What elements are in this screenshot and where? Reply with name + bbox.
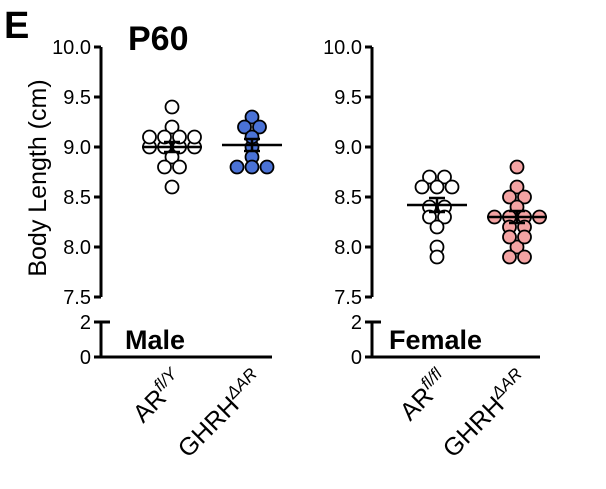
data-point xyxy=(502,249,517,265)
category-label: GHRHΔAR xyxy=(171,364,270,463)
data-point xyxy=(422,209,437,225)
y-tick-label: 9.0 xyxy=(63,137,91,159)
data-point xyxy=(429,249,445,265)
data-point xyxy=(414,179,430,195)
y-tick-label: 2 xyxy=(80,312,91,334)
data-point xyxy=(444,179,460,195)
data-point xyxy=(229,159,245,175)
data-point xyxy=(164,119,180,135)
data-point xyxy=(172,159,187,175)
y-axis-label: Body Length (cm) xyxy=(24,79,52,276)
data-point xyxy=(429,179,445,195)
chart-title: P60 xyxy=(128,20,189,58)
category-label: ARfl/fl xyxy=(392,363,455,426)
data-point xyxy=(187,129,202,145)
group-label-male: Male xyxy=(125,325,185,355)
data-point xyxy=(509,239,525,255)
y-tick-label: 7.5 xyxy=(334,287,362,309)
y-tick-label: 8.5 xyxy=(334,187,362,209)
data-point xyxy=(502,229,517,245)
data-point xyxy=(517,229,532,245)
y-tick-label: 9.5 xyxy=(63,87,91,109)
data-point xyxy=(422,169,437,185)
data-point xyxy=(502,189,517,205)
data-point xyxy=(244,109,260,125)
y-tick-label: 10.0 xyxy=(323,37,362,59)
data-point xyxy=(164,99,180,115)
y-tick-label: 8.0 xyxy=(63,237,91,259)
data-point xyxy=(142,129,157,145)
y-tick-label: 2 xyxy=(351,312,362,334)
category-label-base: GHRH xyxy=(438,391,510,463)
data-point xyxy=(509,179,525,195)
data-point xyxy=(244,159,260,175)
y-tick-label: 8.0 xyxy=(334,237,362,259)
data-point xyxy=(429,219,445,235)
y-tick-label: 0 xyxy=(80,347,91,369)
data-point xyxy=(517,189,532,205)
y-tick-label: 9.0 xyxy=(334,137,362,159)
category-label: ARfl/Y xyxy=(125,363,190,428)
data-point xyxy=(157,129,172,145)
data-point xyxy=(437,169,452,185)
panel-letter: E xyxy=(4,5,29,47)
data-point xyxy=(252,119,267,135)
category-label: GHRHΔAR xyxy=(436,364,535,463)
data-marks xyxy=(142,99,547,265)
data-point xyxy=(237,119,252,135)
category-label-base: GHRH xyxy=(173,391,245,463)
y-tick-label: 9.5 xyxy=(334,87,362,109)
data-point xyxy=(509,159,525,175)
data-point xyxy=(157,159,172,175)
data-point xyxy=(164,179,180,195)
y-tick-label: 10.0 xyxy=(52,37,91,59)
data-point xyxy=(259,159,275,175)
data-point xyxy=(517,249,532,265)
y-tick-label: 0 xyxy=(351,347,362,369)
y-tick-label: 8.5 xyxy=(63,187,91,209)
y-tick-label: 7.5 xyxy=(63,287,91,309)
group-label-female: Female xyxy=(389,325,482,355)
data-point xyxy=(437,209,452,225)
axes: 7.5 8.0 8.5 9.0 9.5 10.0 0 2 7.5 8.0 8.5 9.0 9.5 10.0… xyxy=(52,37,540,369)
data-point xyxy=(172,129,187,145)
